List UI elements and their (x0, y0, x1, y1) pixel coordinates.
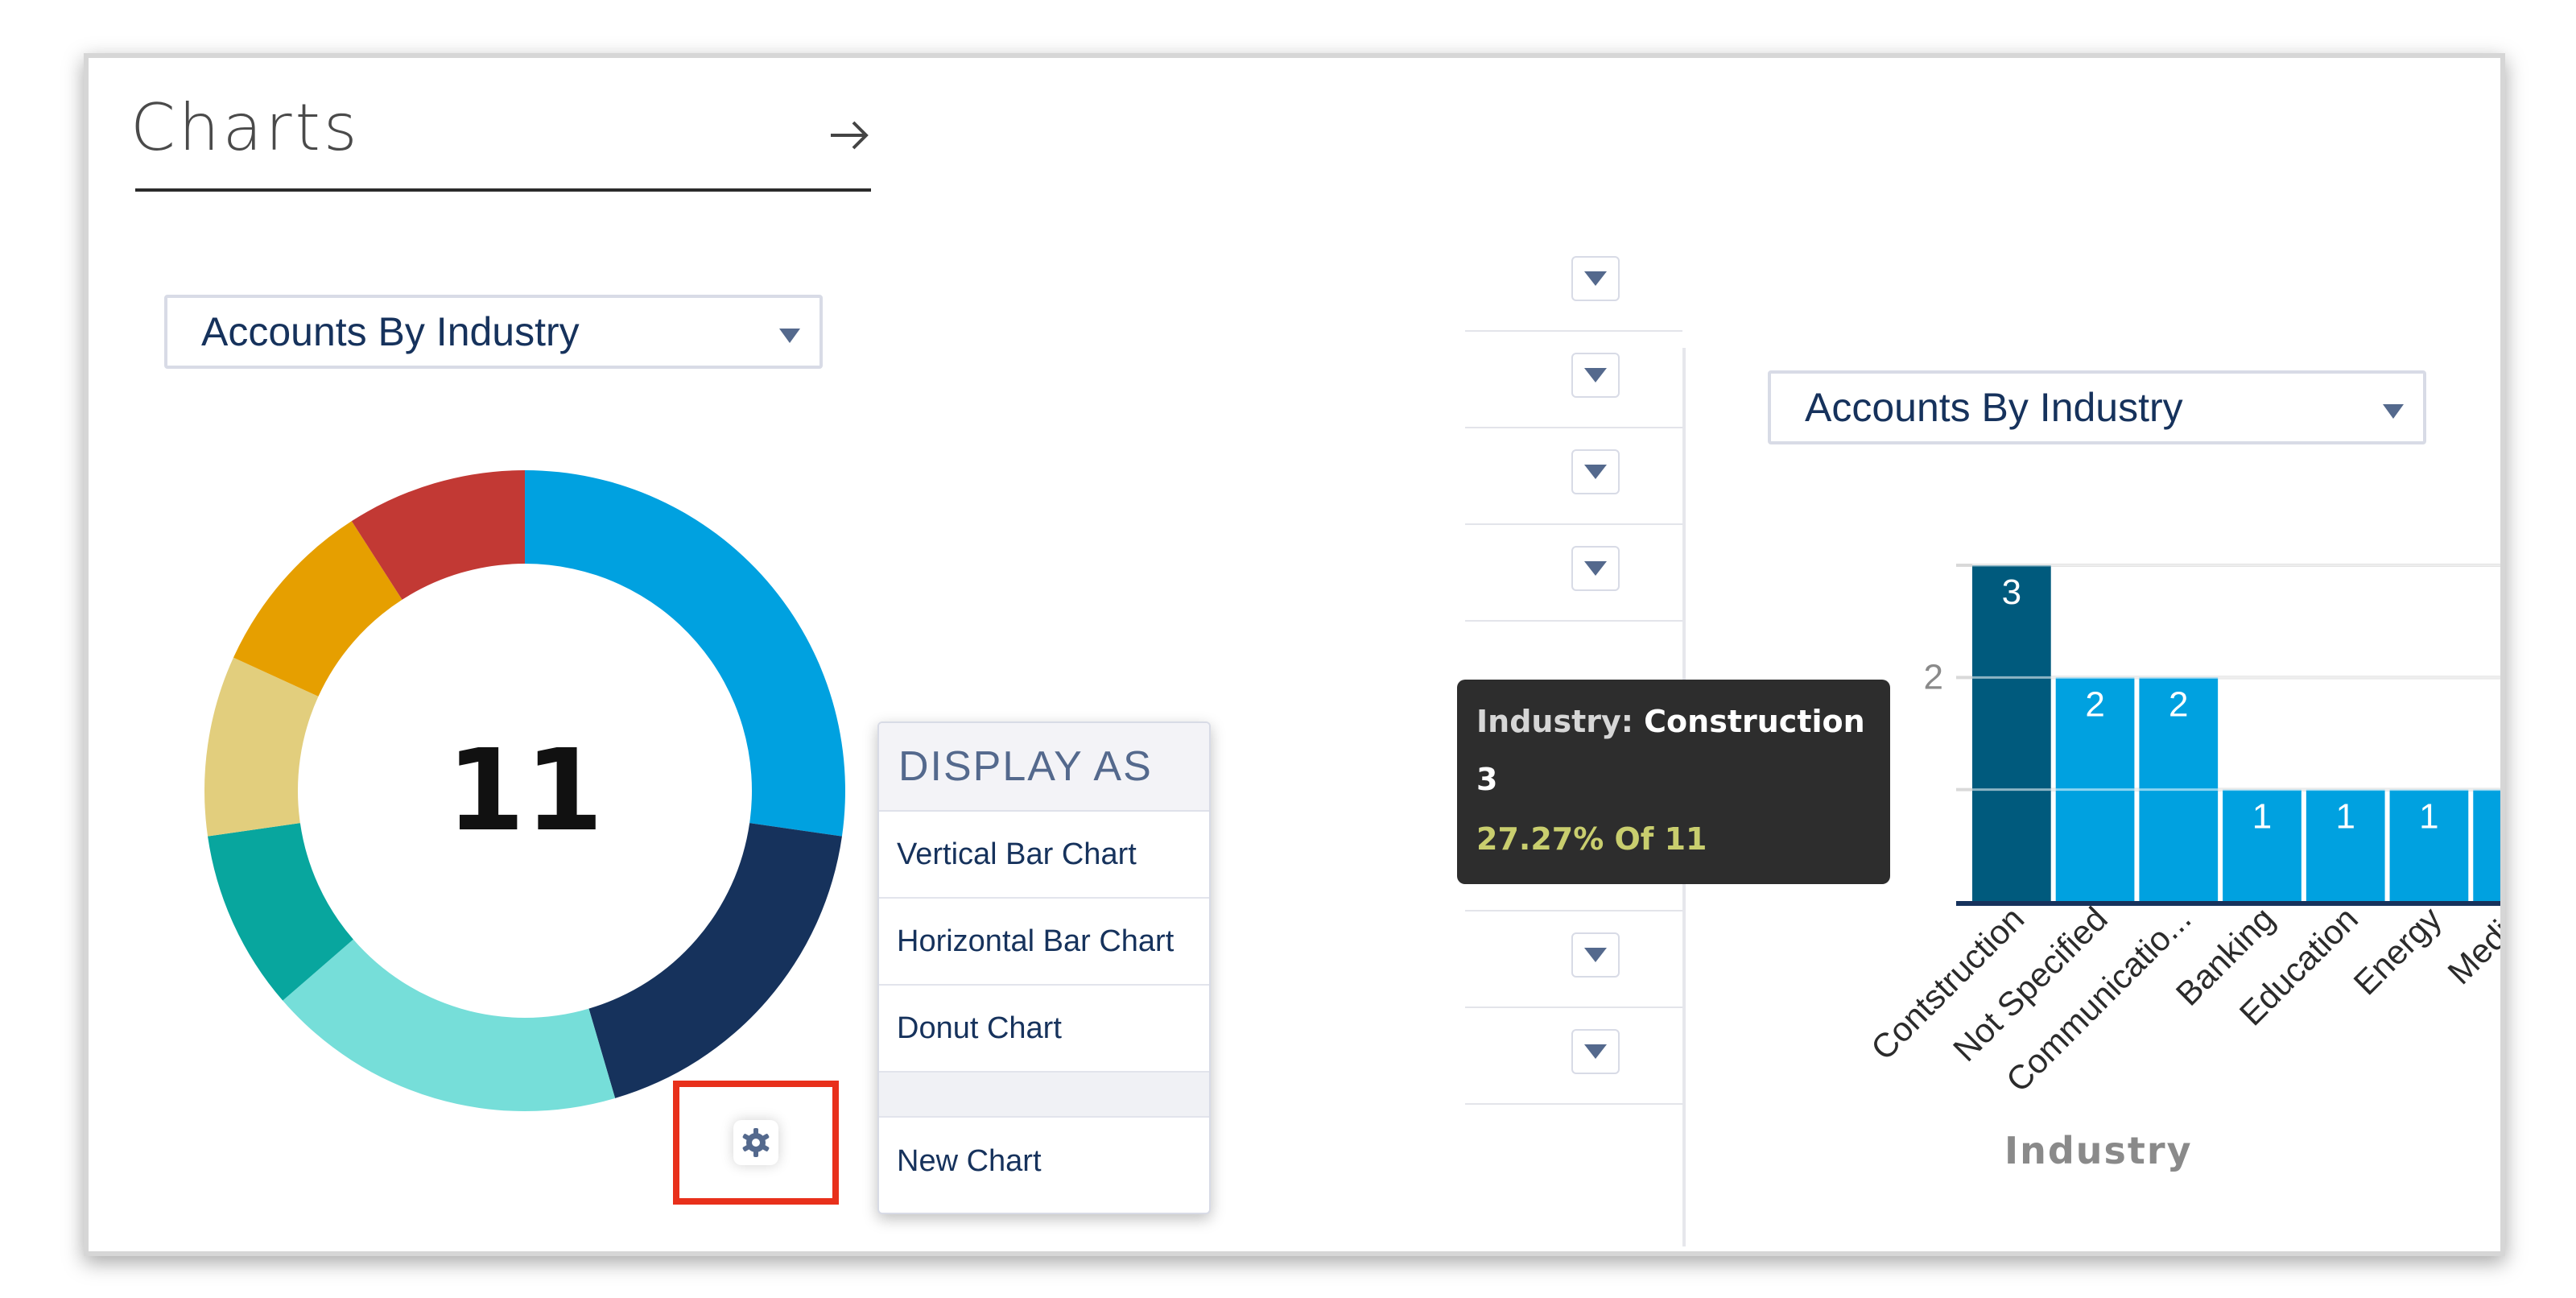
menu-item-new-chart[interactable]: New Chart (897, 1143, 1042, 1178)
y-tick-label: 2 (1924, 657, 1943, 697)
chevron-down-icon (2381, 384, 2405, 431)
bar-data-label: 2 (2085, 684, 2104, 724)
menu-header: DISPLAY AS (879, 723, 1209, 812)
donut-slice[interactable] (525, 470, 845, 837)
donut-slice[interactable] (588, 823, 842, 1098)
chevron-down-icon (778, 308, 802, 355)
bar[interactable] (2223, 789, 2301, 902)
bar[interactable] (2389, 789, 2469, 902)
tooltip-percent: 27.27% Of 11 (1476, 821, 1707, 857)
bar-data-label: 1 (2252, 797, 2272, 837)
expand-arrow-button[interactable] (821, 103, 877, 167)
chart-settings-highlight (673, 1081, 839, 1205)
title-underline (135, 188, 871, 192)
x-tick-label: Media (2440, 899, 2505, 992)
menu-item-horizontal-bar-chart[interactable]: Horizontal Bar Chart (879, 899, 1209, 986)
list-item (1465, 1008, 1682, 1105)
donut-chart: 11 (163, 428, 887, 1153)
row-dropdown-button[interactable] (1571, 256, 1620, 301)
donut-center-total: 11 (446, 725, 604, 857)
gear-icon (742, 1128, 770, 1157)
display-as-menu: DISPLAY AS Vertical Bar Chart Horizontal… (877, 721, 1211, 1214)
bar[interactable] (1972, 565, 2051, 902)
right-chart-selector[interactable]: Accounts By Industry (1768, 370, 2426, 444)
donut-slice[interactable] (208, 823, 353, 1001)
chevron-down-icon (1584, 561, 1607, 576)
chevron-down-icon (1584, 948, 1607, 962)
chart-tooltip: Industry: Construction 3 27.27% Of 11 (1457, 680, 1890, 884)
list-item (1465, 235, 1682, 332)
row-dropdown-button[interactable] (1571, 932, 1620, 978)
menu-item-vertical-bar-chart[interactable]: Vertical Bar Chart (879, 812, 1209, 899)
page-title: Charts (130, 90, 361, 165)
bar-data-label: 2 (2169, 684, 2188, 724)
left-chart-selector-label: Accounts By Industry (201, 309, 580, 354)
x-axis-label: Industry (2004, 1129, 2193, 1172)
tooltip-count: 3 (1476, 762, 1498, 797)
list-item (1465, 911, 1682, 1008)
bar-data-label: 3 (2002, 573, 2021, 612)
chevron-down-icon (1584, 368, 1607, 382)
donut-chart-svg (204, 470, 845, 1111)
donut-slice[interactable] (233, 521, 402, 697)
bar-data-label: 1 (2419, 797, 2438, 837)
arrow-right-icon (831, 121, 869, 150)
donut-slice[interactable] (283, 939, 616, 1111)
list-item (1465, 525, 1682, 622)
list-item (1465, 332, 1682, 428)
chevron-down-icon (1584, 271, 1607, 286)
tooltip-value: Construction (1644, 704, 1865, 739)
chart-settings-button[interactable] (733, 1120, 778, 1165)
bar[interactable] (2306, 789, 2385, 902)
list-item (1465, 428, 1682, 525)
tooltip-title: Industry: Construction (1476, 704, 1865, 739)
right-chart-selector-label: Accounts By Industry (1805, 385, 2183, 430)
x-tick-label: Energy (2346, 899, 2448, 1002)
donut-slice[interactable] (351, 470, 525, 600)
donut-slice[interactable] (204, 657, 319, 837)
row-dropdown-button[interactable] (1571, 546, 1620, 591)
menu-divider (879, 1073, 1209, 1118)
menu-item-donut-chart[interactable]: Donut Chart (879, 986, 1209, 1073)
chevron-down-icon (1584, 1044, 1607, 1059)
row-dropdown-button[interactable] (1571, 1029, 1620, 1074)
charts-card: Charts Accounts By Industry 11 (84, 53, 2505, 1256)
bar-data-label: 1 (2335, 797, 2355, 837)
row-dropdown-button[interactable] (1571, 449, 1620, 494)
bar-data-label: 1 (2503, 797, 2505, 837)
row-dropdown-button[interactable] (1571, 353, 1620, 398)
tooltip-key: Industry: (1476, 704, 1633, 739)
chevron-down-icon (1584, 465, 1607, 479)
bar[interactable] (2473, 789, 2505, 902)
left-chart-selector[interactable]: Accounts By Industry (164, 295, 823, 369)
